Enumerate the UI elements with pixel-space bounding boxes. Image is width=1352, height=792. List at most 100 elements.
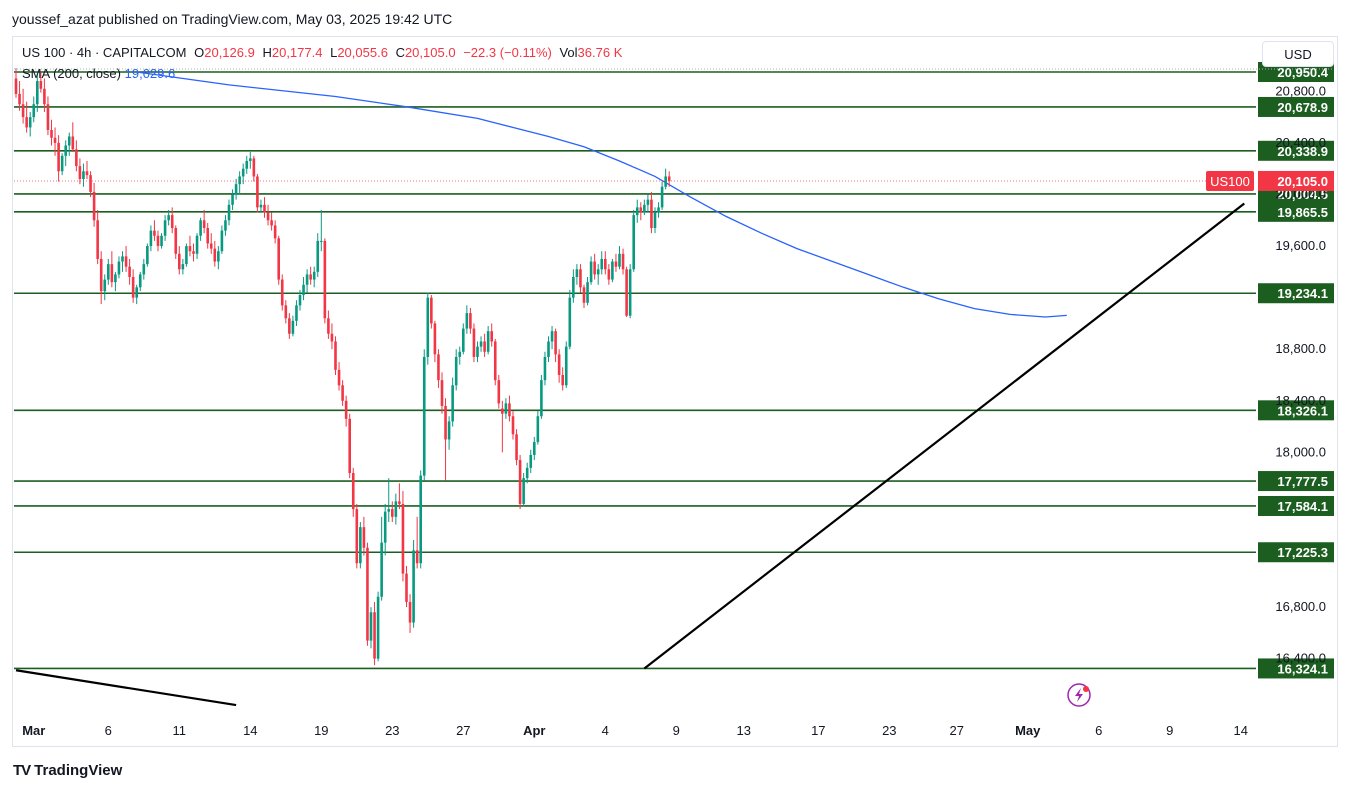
currency-button[interactable]: USD [1262, 41, 1334, 67]
candle-body [628, 269, 632, 316]
candle-body [53, 137, 57, 143]
candle-body [639, 207, 643, 213]
candle-body [302, 284, 305, 296]
candle-body [103, 279, 107, 292]
candle-body [490, 331, 493, 342]
symbol-legend[interactable]: US 100 · 4h · CAPITALCOM O20,126.9 H20,1… [22, 45, 626, 60]
candle-body [653, 212, 657, 229]
candle-body [401, 503, 405, 574]
candle-body [405, 573, 408, 602]
candle-body [547, 341, 550, 357]
candle-body [444, 405, 447, 440]
change-value: −22.3 (−0.11%) [463, 45, 552, 60]
candle-body [178, 253, 181, 270]
tradingview-logo: TV [13, 762, 31, 779]
x-tick-label: Mar [22, 723, 45, 738]
candle-body [263, 204, 266, 213]
last-price-label: 20,105.0 [1277, 174, 1328, 189]
candle-body [561, 375, 564, 386]
candle-body [618, 253, 621, 267]
candle-body [334, 341, 337, 370]
sma-legend[interactable]: SMA (200, close) 19,029.6 [22, 66, 175, 81]
candle-body [525, 467, 529, 479]
candle-body [160, 235, 163, 247]
price-tags: US100 20,105.0 [14, 170, 1334, 191]
candle-body [92, 191, 96, 221]
candle-body [163, 220, 167, 236]
level-tag [1258, 495, 1334, 516]
candle-body [217, 251, 220, 262]
candle-body [245, 160, 249, 169]
candle-body [568, 297, 572, 347]
candle-body [650, 199, 653, 229]
level-tag [1258, 201, 1334, 222]
level-tag [1258, 400, 1334, 421]
last-price-tag [1258, 170, 1334, 191]
candle-body [497, 380, 501, 404]
chart-frame [12, 36, 1338, 747]
candle-body [522, 478, 525, 504]
candle-body [462, 328, 465, 352]
candle-body [43, 88, 46, 105]
level-tag [1258, 96, 1334, 117]
symbol-tag [1206, 170, 1254, 191]
candle-body [298, 295, 302, 306]
candle-body [554, 331, 557, 355]
candle-body [291, 320, 295, 334]
candle-body [437, 354, 440, 381]
level-tag [1258, 140, 1334, 161]
y-tick-label: 16,400.0 [1275, 651, 1326, 666]
candle-body [174, 228, 178, 254]
candle-body [305, 274, 309, 285]
x-tick-label: 17 [811, 723, 825, 738]
candle-body [391, 509, 394, 517]
x-tick-label: 9 [673, 723, 680, 738]
candle-body [82, 171, 85, 180]
candle-body [28, 117, 32, 128]
level-tag [1258, 658, 1334, 679]
level-label: 20,338.9 [1277, 144, 1328, 159]
candle-body [57, 142, 60, 172]
candle-body [110, 264, 114, 283]
candle-body [259, 204, 263, 208]
vol-value: 36.76 K [577, 45, 623, 60]
candle-body [170, 215, 174, 229]
candle-body [366, 547, 369, 641]
x-tick-label: 13 [737, 723, 751, 738]
candle-body [518, 460, 522, 504]
candle-body [117, 261, 121, 275]
horizontal-levels: 20,950.420,678.920,338.920,004.519,865.5… [14, 62, 1334, 679]
y-tick-label: 20,400.0 [1275, 135, 1326, 150]
candle-body [564, 346, 568, 386]
candle-body [280, 279, 284, 306]
level-label: 17,777.5 [1277, 474, 1328, 489]
candle-body [337, 369, 341, 386]
candle-body [454, 356, 458, 386]
candle-body [330, 333, 334, 342]
candle-body [380, 542, 383, 597]
candle-body [582, 287, 586, 303]
candle-body [99, 258, 103, 292]
candle-body [238, 176, 241, 185]
x-tick-label: 4 [602, 723, 609, 738]
candle-body [114, 274, 117, 283]
candle-body [341, 385, 344, 401]
tradingview-brand[interactable]: TV TradingView [13, 762, 122, 779]
candle-body [479, 341, 483, 347]
candle-body [121, 256, 124, 262]
close-label: C [395, 45, 405, 60]
level-label: 18,326.1 [1277, 403, 1328, 418]
candle-body [458, 351, 462, 357]
candle-body [32, 104, 36, 118]
trendline [15, 669, 237, 707]
candle-body [501, 408, 504, 414]
candle-body [312, 271, 316, 280]
flash-icon[interactable] [1067, 683, 1091, 707]
candle-body [288, 318, 291, 334]
candle-body [433, 323, 437, 355]
tradingview-name: TradingView [34, 762, 123, 779]
candle-body [469, 313, 472, 329]
candle-body [227, 204, 231, 221]
candle-body [64, 145, 67, 156]
